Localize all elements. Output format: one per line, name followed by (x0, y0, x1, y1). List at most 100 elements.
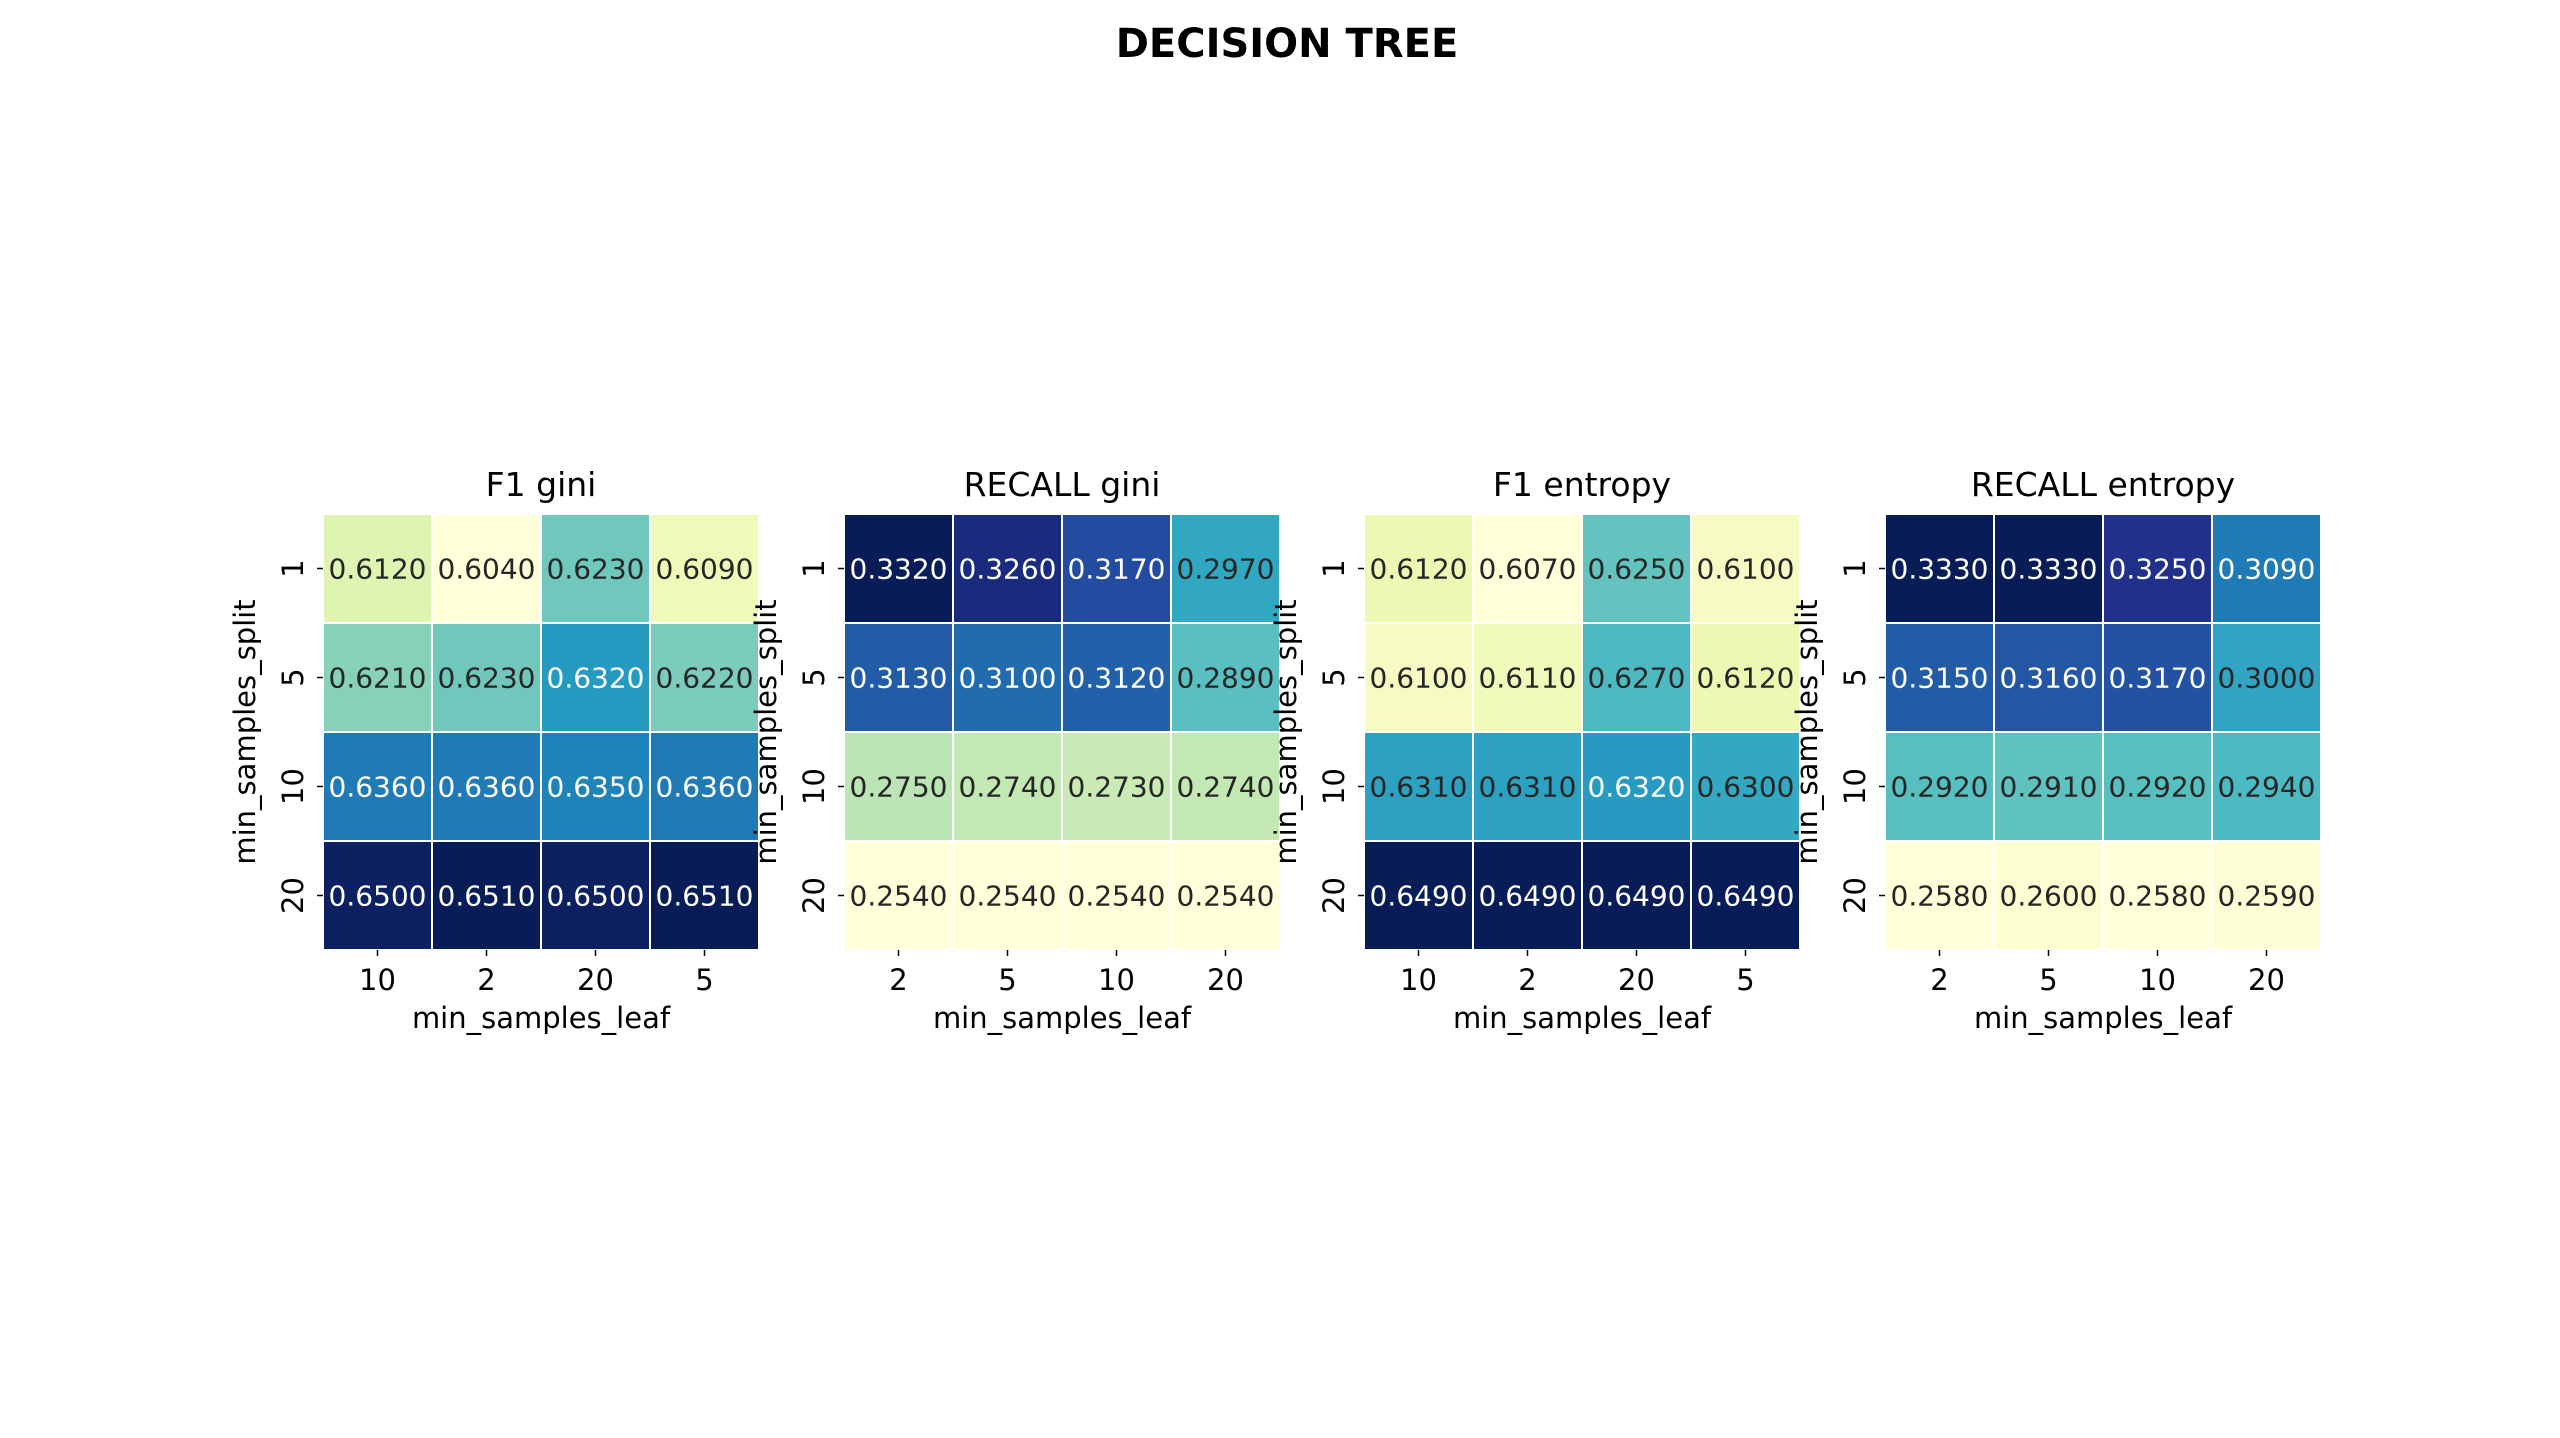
heatmap-cell (1993, 513, 2104, 624)
cell-value-label: 0.3260 (959, 553, 1057, 586)
heatmap-cell (1581, 840, 1692, 951)
y-axis-label: min_samples_split (1790, 599, 1824, 864)
cell-value-label: 0.2590 (2218, 880, 2316, 913)
heatmap-cell (1170, 731, 1281, 842)
heatmap-panel-3: 0.6120 0.6070 0.6250 0.6100 0.6100 0.6110 0.62… (1269, 465, 1801, 1035)
heatmap-cell (1993, 840, 2104, 951)
cell-value-label: 0.2970 (1177, 553, 1275, 586)
cell-value-label: 0.6320 (547, 662, 645, 695)
heatmap-cell (843, 840, 954, 951)
cell-value-label: 0.2540 (1068, 880, 1166, 913)
panel-title: RECALL gini (964, 465, 1161, 504)
heatmap-cell (843, 513, 954, 624)
cell-value-label: 0.2580 (1891, 880, 1989, 913)
cell-value-label: 0.3320 (850, 553, 948, 586)
cell-value-label: 0.2540 (850, 880, 948, 913)
cell-value-label: 0.2540 (1177, 880, 1275, 913)
heatmap-cell (2211, 513, 2322, 624)
heatmap-cell (1170, 622, 1281, 733)
y-tick-label: 1 (276, 559, 310, 577)
cell-value-label: 0.6300 (1697, 771, 1795, 804)
panel-title: F1 entropy (1493, 465, 1671, 504)
cell-value-label: 0.6090 (656, 553, 754, 586)
x-tick-label: 5 (1736, 963, 1754, 997)
heatmap-cell (649, 622, 760, 733)
cell-value-label: 0.6510 (656, 880, 754, 913)
y-tick-label: 20 (1317, 877, 1351, 914)
heatmap-cell (952, 840, 1063, 951)
x-tick-label: 20 (2248, 963, 2285, 997)
heatmap-cell (2102, 731, 2213, 842)
cell-value-label: 0.6320 (1588, 771, 1686, 804)
y-tick-label: 20 (797, 877, 831, 914)
x-axis-label: min_samples_leaf (1453, 1001, 1712, 1035)
cell-value-label: 0.6270 (1588, 662, 1686, 695)
heatmap-cell (1884, 513, 1995, 624)
heatmap-cell (1690, 622, 1801, 733)
x-tick-label: 5 (695, 963, 713, 997)
cell-value-label: 0.6360 (329, 771, 427, 804)
x-tick-label: 20 (1207, 963, 1244, 997)
heatmap-cell (1884, 622, 1995, 733)
y-tick-label: 5 (797, 668, 831, 686)
heatmap-cell (2211, 731, 2322, 842)
y-tick-label: 10 (1838, 768, 1872, 805)
x-axis-label: min_samples_leaf (933, 1001, 1192, 1035)
heatmap-cell (649, 513, 760, 624)
x-tick-label: 10 (1400, 963, 1437, 997)
cell-value-label: 0.6110 (1479, 662, 1577, 695)
cell-value-label: 0.2750 (850, 771, 948, 804)
cell-value-label: 0.2890 (1177, 662, 1275, 695)
heatmap-cell (1690, 513, 1801, 624)
y-tick-label: 20 (1838, 877, 1872, 914)
cell-value-label: 0.3000 (2218, 662, 2316, 695)
y-tick-label: 1 (797, 559, 831, 577)
cell-value-label: 0.3170 (1068, 553, 1166, 586)
cell-value-label: 0.3100 (959, 662, 1057, 695)
heatmap-cell (2211, 622, 2322, 733)
heatmap-cell (1884, 840, 1995, 951)
y-tick-label: 5 (1317, 668, 1351, 686)
cell-value-label: 0.2940 (2218, 771, 2316, 804)
x-tick-label: 5 (998, 963, 1016, 997)
cell-value-label: 0.6230 (438, 662, 536, 695)
y-tick-label: 10 (797, 768, 831, 805)
y-tick-label: 10 (1317, 768, 1351, 805)
y-tick-label: 1 (1838, 559, 1872, 577)
panel-title: RECALL entropy (1971, 465, 2235, 504)
figure-title: DECISION TREE (1116, 21, 1459, 67)
heatmap-panel-2: 0.3320 0.3260 0.3170 0.2970 0.3130 0.3100 0.31… (749, 465, 1281, 1035)
cell-value-label: 0.6360 (438, 771, 536, 804)
cell-value-label: 0.3120 (1068, 662, 1166, 695)
y-tick-label: 5 (1838, 668, 1872, 686)
cell-value-label: 0.3090 (2218, 553, 2316, 586)
cell-value-label: 0.2920 (1891, 771, 1989, 804)
cell-value-label: 0.6350 (547, 771, 645, 804)
x-axis-label: min_samples_leaf (412, 1001, 671, 1035)
y-axis-label: min_samples_split (1269, 599, 1303, 864)
x-tick-label: 10 (1098, 963, 1135, 997)
cell-value-label: 0.6100 (1370, 662, 1468, 695)
heatmap-cell (1061, 840, 1172, 951)
heatmap-cell (843, 731, 954, 842)
heatmap-cell (2102, 622, 2213, 733)
cell-value-label: 0.6120 (1697, 662, 1795, 695)
heatmap-cell (322, 840, 433, 951)
heatmap-cell (1993, 622, 2104, 733)
cell-value-label: 0.6230 (547, 553, 645, 586)
heatmap-cell (1993, 731, 2104, 842)
x-tick-label: 2 (889, 963, 907, 997)
cell-value-label: 0.6310 (1479, 771, 1577, 804)
heatmap-cell (1690, 840, 1801, 951)
cell-value-label: 0.6360 (656, 771, 754, 804)
cell-value-label: 0.6510 (438, 880, 536, 913)
cell-value-label: 0.3160 (2000, 662, 2098, 695)
heatmap-cell (1363, 731, 1474, 842)
cell-value-label: 0.2600 (2000, 880, 2098, 913)
x-tick-label: 20 (577, 963, 614, 997)
heatmap-cell (1581, 731, 1692, 842)
cell-value-label: 0.6490 (1479, 880, 1577, 913)
cell-value-label: 0.3330 (2000, 553, 2098, 586)
cell-value-label: 0.6490 (1588, 880, 1686, 913)
cell-value-label: 0.6490 (1370, 880, 1468, 913)
